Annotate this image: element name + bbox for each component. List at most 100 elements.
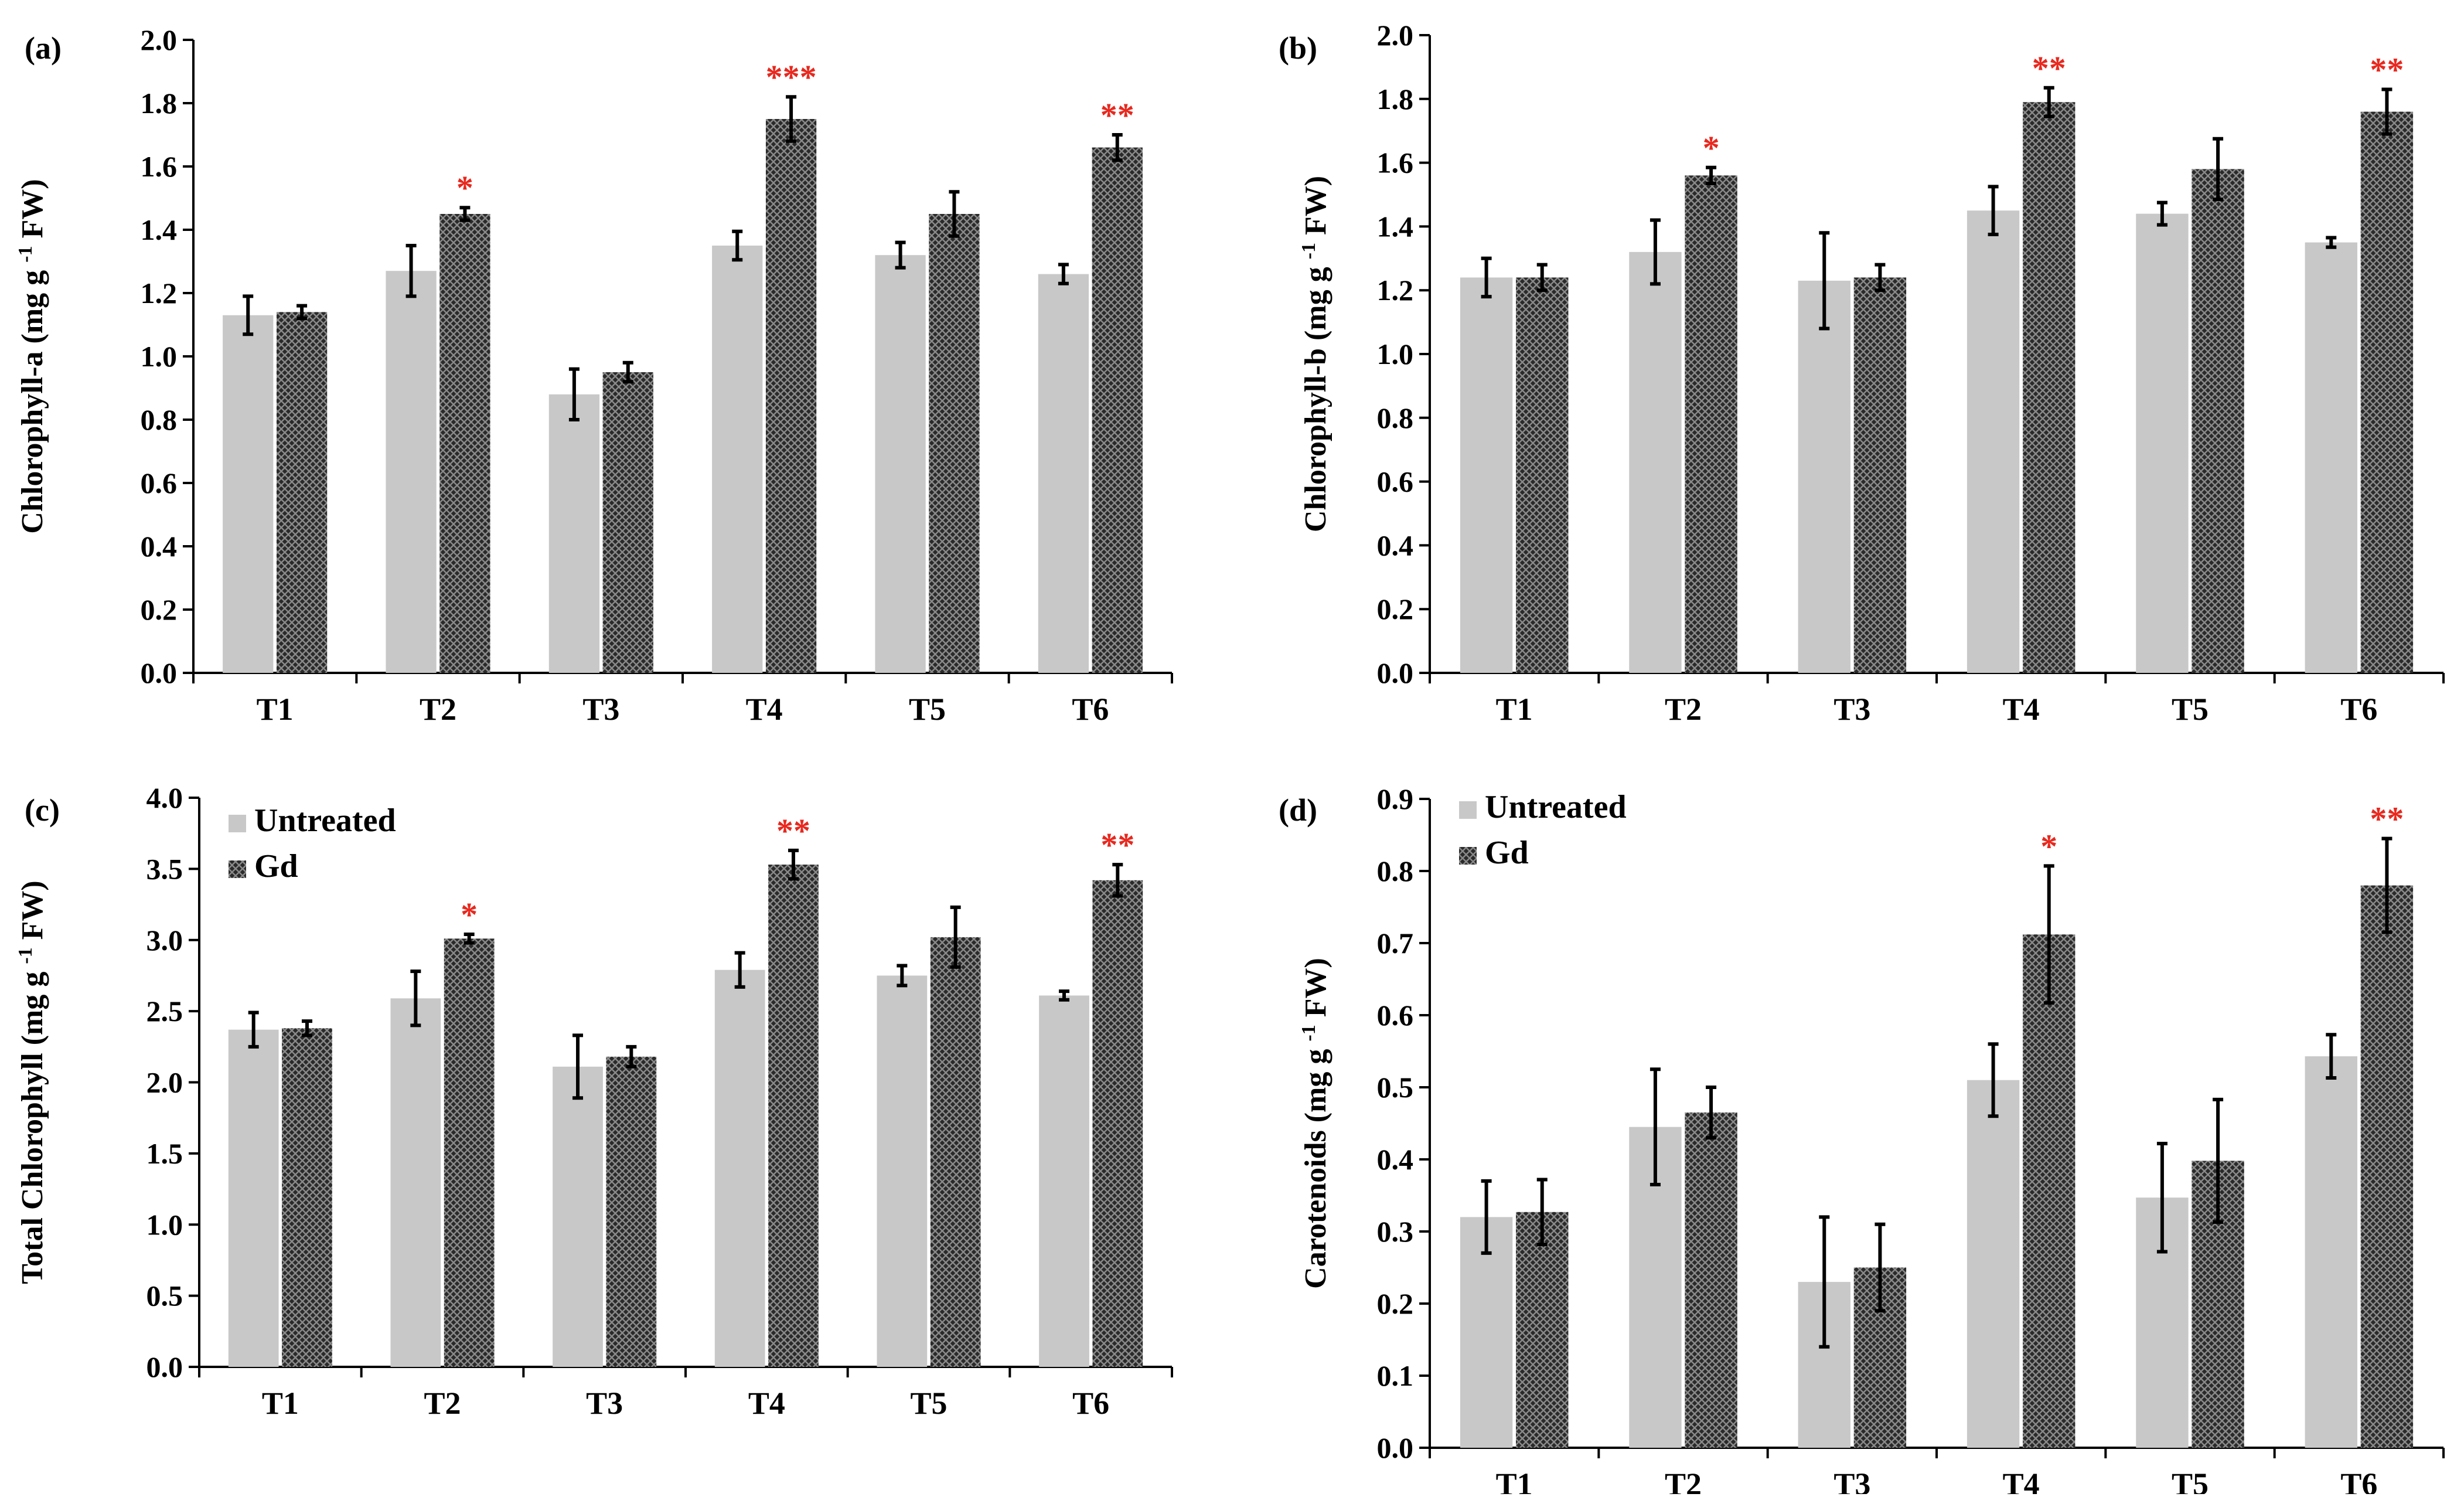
- x-tick-label: T3: [586, 1386, 623, 1421]
- y-tick-label: 0.4: [1377, 529, 1414, 562]
- panel-label: (b): [1279, 30, 1317, 66]
- y-tick-label: 0.2: [1377, 1287, 1414, 1320]
- bar-gd: [2360, 111, 2414, 673]
- significance-marker: **: [1100, 96, 1134, 134]
- significance-marker: **: [1100, 826, 1134, 864]
- y-tick-label: 1.8: [1377, 83, 1414, 115]
- bar-gd: [929, 214, 980, 673]
- y-tick-label: 0.6: [1377, 465, 1414, 498]
- bar-gd: [768, 865, 819, 1367]
- y-tick-label: 1.4: [1377, 210, 1414, 243]
- bar-untreated: [875, 255, 926, 673]
- y-axis-title-part: Carotenoids (mg g: [1299, 1042, 1332, 1289]
- bar-untreated: [223, 315, 274, 673]
- bar-untreated: [390, 998, 441, 1367]
- y-tick-label: 0.2: [1377, 593, 1414, 625]
- chart-panel-2: 0.0 0.5 1.0 1.5 2.0 2.5 3.0 3.5 4.0 T1 T2 T3 T4 T5 T6 *…: [15, 781, 1173, 1421]
- y-tick-label: 3.5: [146, 852, 183, 885]
- bar-gd: [276, 312, 328, 673]
- x-tick-label: T5: [909, 692, 946, 727]
- significance-marker: *: [461, 896, 478, 934]
- x-tick-label: T2: [424, 1386, 461, 1421]
- legend-swatch-gd: [229, 860, 246, 878]
- chart-panel-0: 0.0 0.2 0.4 0.6 0.8 1.0 1.2 1.4 1.6 1.8 2.0 T1 T2 T3 T…: [15, 23, 1173, 727]
- bar-untreated: [1967, 1080, 2020, 1448]
- significance-marker: **: [2032, 49, 2066, 87]
- bar-gd: [606, 1056, 657, 1367]
- chart-panel-3: 0.0 0.1 0.2 0.3 0.4 0.5 0.6 0.7 0.8 0.9 T1 T2 T3 T4 T5…: [1279, 782, 2445, 1497]
- y-axis-title: Carotenoids (mg g -1 FW): [1298, 958, 1332, 1289]
- x-tick-label: T4: [2003, 1467, 2040, 1494]
- y-axis-title-part: Total Chlorophyll (mg g: [16, 964, 49, 1284]
- y-tick-label: 0.0: [1377, 1431, 1414, 1464]
- x-tick-label: T2: [1665, 1467, 1702, 1494]
- chart-panel-1: 0.0 0.2 0.4 0.6 0.8 1.0 1.2 1.4 1.6 1.8 2.0 T1 T2 T3 T…: [1279, 19, 2445, 727]
- bar-untreated: [877, 975, 928, 1367]
- y-axis-title-part: FW): [1299, 176, 1332, 243]
- y-tick-label: 0.8: [1377, 855, 1414, 887]
- y-tick-label: 1.6: [1377, 147, 1414, 179]
- y-tick-label: 0.5: [1377, 1071, 1414, 1104]
- bar-gd: [1092, 880, 1143, 1367]
- y-axis-title-superscript: -1: [15, 947, 36, 964]
- bar-gd: [765, 119, 817, 673]
- y-axis-title-part: Chlorophyll-a (mg g: [16, 263, 49, 534]
- y-tick-label: 1.0: [1377, 338, 1414, 370]
- y-tick-label: 0.0: [141, 656, 178, 689]
- y-tick-label: 0.4: [1377, 1143, 1414, 1176]
- bar-gd: [602, 372, 653, 673]
- y-tick-label: 2.0: [1377, 19, 1414, 52]
- bar-gd: [1516, 277, 1569, 673]
- bar-untreated: [2305, 1056, 2357, 1448]
- x-tick-label: T3: [1833, 1467, 1870, 1494]
- y-axis-title-part: FW): [16, 880, 49, 947]
- bar-untreated: [1038, 274, 1089, 673]
- y-tick-label: 0.4: [141, 530, 178, 563]
- y-tick-label: 1.5: [146, 1137, 183, 1170]
- y-tick-label: 0.0: [1377, 656, 1414, 689]
- y-tick-label: 2.0: [141, 23, 178, 56]
- panel-label: (a): [25, 30, 62, 66]
- y-tick-label: 0.5: [146, 1280, 183, 1312]
- x-tick-label: T6: [1072, 1386, 1109, 1421]
- y-tick-label: 0.0: [146, 1350, 183, 1383]
- bar-gd: [1092, 147, 1143, 673]
- bar-untreated: [1629, 251, 1682, 673]
- y-tick-label: 0.6: [1377, 999, 1414, 1032]
- bar-gd: [2023, 934, 2076, 1448]
- y-tick-label: 1.0: [141, 340, 178, 373]
- bar-untreated: [1460, 277, 1513, 673]
- legend-swatch-untreated: [1459, 801, 1477, 819]
- significance-marker: *: [1703, 129, 1720, 167]
- significance-marker: **: [2370, 800, 2404, 838]
- legend-label: Gd: [1485, 835, 1529, 871]
- y-tick-label: 0.6: [141, 467, 178, 499]
- y-tick-label: 1.6: [141, 150, 178, 183]
- bar-untreated: [386, 271, 437, 673]
- y-axis-title: Chlorophyll-b (mg g -1 FW): [1298, 176, 1332, 532]
- y-axis-title: Total Chlorophyll (mg g -1 FW): [15, 880, 49, 1284]
- x-tick-label: T5: [910, 1386, 947, 1421]
- bar-untreated: [1039, 995, 1089, 1367]
- bar-untreated: [2305, 242, 2357, 673]
- significance-marker: ***: [766, 58, 817, 96]
- x-tick-label: T4: [746, 692, 783, 727]
- bar-gd: [1853, 277, 1907, 673]
- bar-gd: [439, 214, 490, 673]
- y-tick-label: 0.1: [1377, 1359, 1414, 1392]
- x-tick-label: T1: [257, 692, 294, 727]
- bar-gd: [2360, 885, 2414, 1448]
- bar-untreated: [553, 1066, 603, 1367]
- y-axis-title-superscript: -1: [15, 246, 36, 263]
- x-tick-label: T1: [1496, 692, 1533, 727]
- y-tick-label: 2.5: [146, 995, 183, 1028]
- bar-untreated: [1460, 1217, 1513, 1448]
- y-tick-label: 0.3: [1377, 1215, 1414, 1248]
- y-tick-label: 0.8: [141, 403, 178, 436]
- y-tick-label: 4.0: [146, 781, 183, 814]
- x-tick-label: T1: [262, 1386, 299, 1421]
- y-tick-label: 0.9: [1377, 782, 1414, 815]
- x-tick-label: T3: [582, 692, 619, 727]
- legend-swatch-untreated: [229, 815, 246, 832]
